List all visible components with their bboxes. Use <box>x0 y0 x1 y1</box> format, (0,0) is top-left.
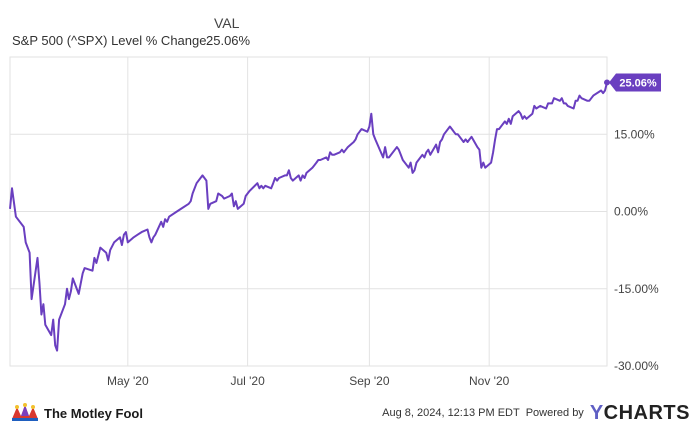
x-tick-label: Nov '20 <box>469 374 510 388</box>
y-axis-ticks: 15.00% 0.00% -15.00% -30.00% <box>614 127 659 373</box>
legend-series-name: S&P 500 (^SPX) Level % Change <box>12 33 207 48</box>
end-point-marker <box>604 79 610 86</box>
chart-credits: Aug 8, 2024, 12:13 PM EDT Powered by YCH… <box>382 402 690 424</box>
series-line <box>9 82 608 352</box>
y-tick-label: 15.00% <box>614 127 655 141</box>
x-axis-ticks: May '20 Jul '20 Sep '20 Nov '20 <box>107 374 510 388</box>
chart-series <box>9 82 608 352</box>
brand-name: The Motley Fool <box>44 405 143 421</box>
timestamp: Aug 8, 2024, 12:13 PM EDT <box>382 407 520 419</box>
x-tick-label: Sep '20 <box>349 374 390 388</box>
x-tick-label: May '20 <box>107 374 149 388</box>
ycharts-logo-icon: YCHARTS <box>589 401 690 424</box>
x-tick-label: Jul '20 <box>230 374 265 388</box>
y-tick-label: 0.00% <box>614 205 648 219</box>
y-tick-label: -15.00% <box>614 282 659 296</box>
ycharts-rest: CHARTS <box>603 401 690 424</box>
y-tick-label: -30.00% <box>614 359 659 373</box>
legend-series-value: 25.06% <box>206 33 251 48</box>
legend-header: VAL <box>214 15 240 31</box>
end-value-badge: 25.06% <box>604 73 661 92</box>
end-badge-label: 25.06% <box>619 77 657 89</box>
jester-hat-icon <box>12 403 38 421</box>
motley-fool-brand: The Motley Fool <box>10 402 143 424</box>
end-badge-shape <box>609 73 661 92</box>
powered-by-label: Powered by <box>525 407 584 419</box>
chart-grid <box>9 56 608 367</box>
